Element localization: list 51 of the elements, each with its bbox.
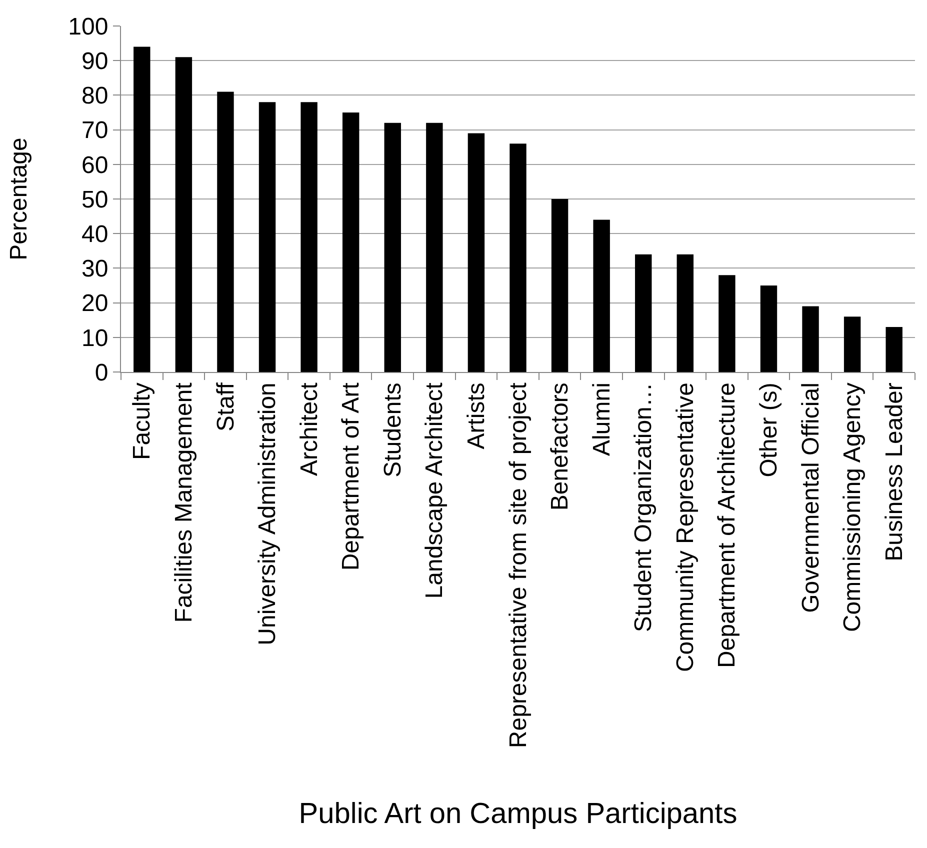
x-axis-title: Public Art on Campus Participants [298,798,738,830]
x-tick-label: Faculty [128,382,156,460]
y-tick-label: 50 [81,186,108,214]
bar [844,316,861,372]
bar [760,286,778,372]
x-tick-label: Student Organization… [630,382,658,632]
x-tick-label: Staff [212,382,240,432]
y-tick-label: 30 [81,256,108,283]
x-tick-label: Students [379,382,406,478]
bar [175,57,192,372]
bar [718,275,736,372]
y-tick-label: 90 [81,48,108,75]
x-tick-label: Alumni [588,382,616,456]
x-tick-label: Artists [463,382,490,450]
y-tick-label: 100 [68,13,108,40]
x-tick-label: Architect [296,382,323,476]
y-tick-label: 10 [81,324,108,352]
bar [468,133,485,372]
bar [384,122,401,372]
x-tick-label: Governmental Official [797,382,824,613]
y-tick-label: 80 [81,82,108,110]
y-tick-label: 20 [81,290,108,318]
y-axis-title: Percentage [5,138,32,260]
y-tick-label: 40 [81,221,108,248]
bar [676,254,694,372]
bar [426,122,443,372]
bar [258,102,276,372]
bar [300,102,318,372]
y-tick-label: 60 [81,152,108,179]
x-tick-label: Community Representative [672,382,699,672]
x-tick-label: Business Leader [880,382,908,562]
x-tick-label: Commissioning Agency [839,382,866,632]
bar [635,254,652,372]
x-tick-label: Benefactors [546,382,574,511]
bar [134,46,150,372]
x-tick-label: Facilities Management [170,382,198,623]
bar [342,112,360,372]
x-tick-label: Other (s) [756,382,783,478]
bar [217,92,234,372]
x-tick-label: Landscape Architect [421,382,448,599]
x-tick-label: Department of Art [338,382,365,571]
bar [551,199,568,372]
x-tick-label: Representative from site of project [504,382,532,748]
bar [886,327,902,372]
bar [593,220,610,372]
x-tick-label: Department of Architecture [714,382,741,668]
bar [510,144,526,372]
x-tick-label: University Administration [254,382,282,646]
y-tick-label: 70 [81,117,108,144]
bar [802,306,819,372]
y-tick-label: 0 [94,359,108,386]
